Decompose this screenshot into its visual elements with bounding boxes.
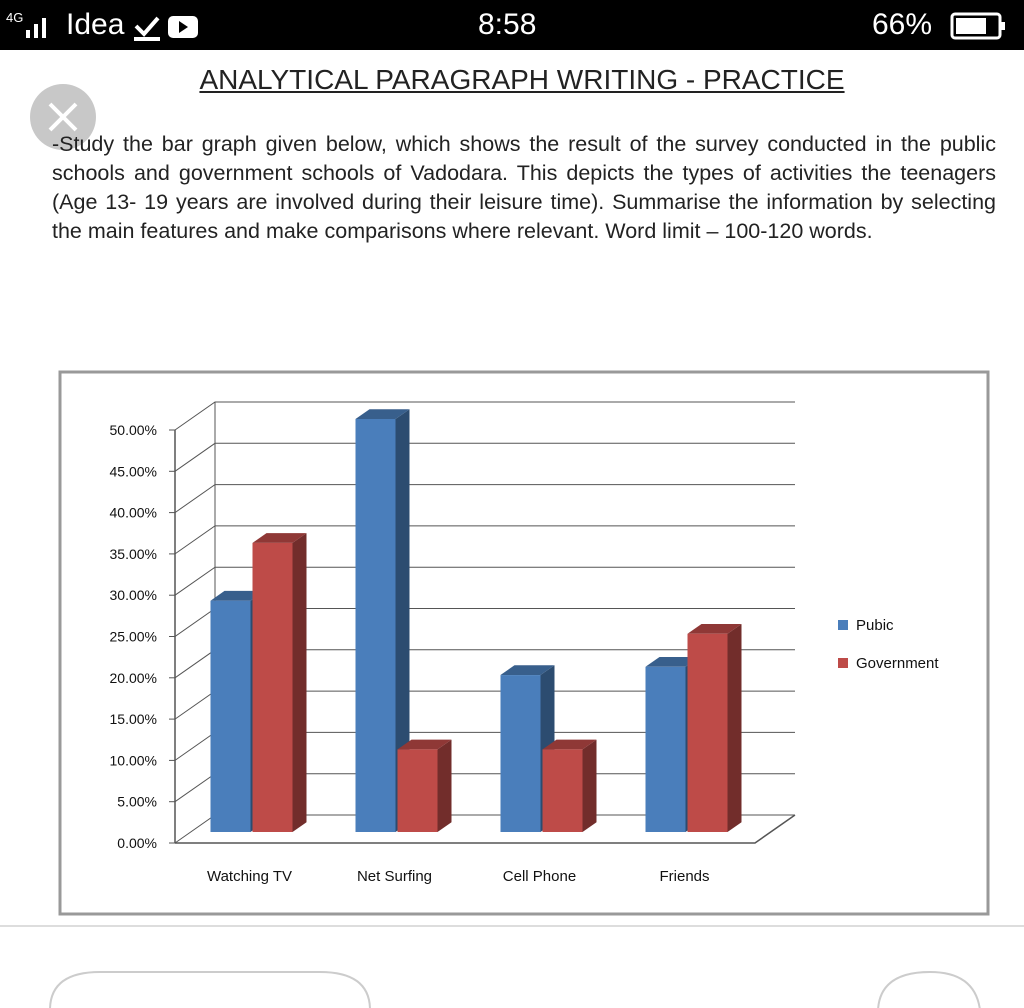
bar-top (687, 623, 742, 634)
carrier: Idea (66, 8, 125, 41)
instructions: -Study the bar graph given below, which … (52, 132, 996, 243)
bar (397, 749, 438, 832)
time: 8:58 (478, 8, 537, 41)
y-tick-label: 20.00% (110, 670, 157, 686)
bar-top (500, 665, 555, 676)
y-tick-label: 25.00% (110, 629, 157, 645)
bar-top (355, 409, 410, 419)
grid-line (174, 484, 795, 514)
grid-line (174, 525, 795, 555)
bar (210, 600, 251, 832)
bar-side (292, 533, 307, 832)
bar-top (210, 590, 265, 601)
y-tick-label: 0.00% (117, 835, 157, 851)
bottom-button[interactable] (877, 970, 981, 1008)
x-tick-label: Watching TV (207, 868, 292, 885)
y-tick-label: 30.00% (110, 587, 157, 603)
bar (645, 666, 686, 832)
bar-side (727, 623, 742, 832)
document-title: ANALYTICAL PARAGRAPH WRITING - PRACTICE (199, 64, 845, 95)
network: 4G (6, 10, 24, 25)
bar-top (645, 657, 700, 667)
y-tick-label: 35.00% (110, 546, 157, 562)
legend-swatch (838, 620, 848, 630)
x-tick-label: Cell Phone (503, 868, 576, 885)
y-tick-label: 50.00% (110, 422, 157, 438)
legend-swatch (838, 658, 848, 668)
bar-top (542, 739, 597, 750)
y-tick-label: 45.00% (110, 463, 157, 479)
chart-frame (58, 370, 990, 916)
bar-top (252, 533, 307, 543)
battery-icon (950, 12, 1005, 40)
bar (252, 542, 293, 832)
y-tick-label: 40.00% (110, 505, 157, 521)
legend-label: Government (856, 655, 939, 672)
x-tick-label: Friends (659, 868, 709, 885)
grid-line (174, 442, 795, 472)
grid-line (174, 401, 795, 431)
signal-icon (26, 18, 46, 38)
x-tick-label: Net Surfing (357, 868, 432, 885)
y-tick-label: 10.00% (110, 752, 157, 768)
status-icons (134, 16, 198, 41)
battery-level: 66% (872, 8, 933, 41)
close-button[interactable] (28, 82, 98, 152)
bar-side (437, 739, 452, 832)
bottom-button[interactable] (49, 971, 371, 1008)
y-tick-label: 15.00% (110, 711, 157, 727)
legend-label: Pubic (856, 617, 894, 634)
bar-top (397, 739, 452, 750)
y-tick-label: 5.00% (117, 794, 157, 810)
bar (355, 419, 396, 832)
bar (500, 675, 541, 832)
bar (542, 749, 583, 832)
bar-side (582, 739, 597, 832)
bar (687, 633, 728, 832)
status-bar: 4G Idea 8:58 66% (0, 0, 1024, 50)
grid-line (174, 566, 795, 596)
bar-side (395, 409, 410, 832)
